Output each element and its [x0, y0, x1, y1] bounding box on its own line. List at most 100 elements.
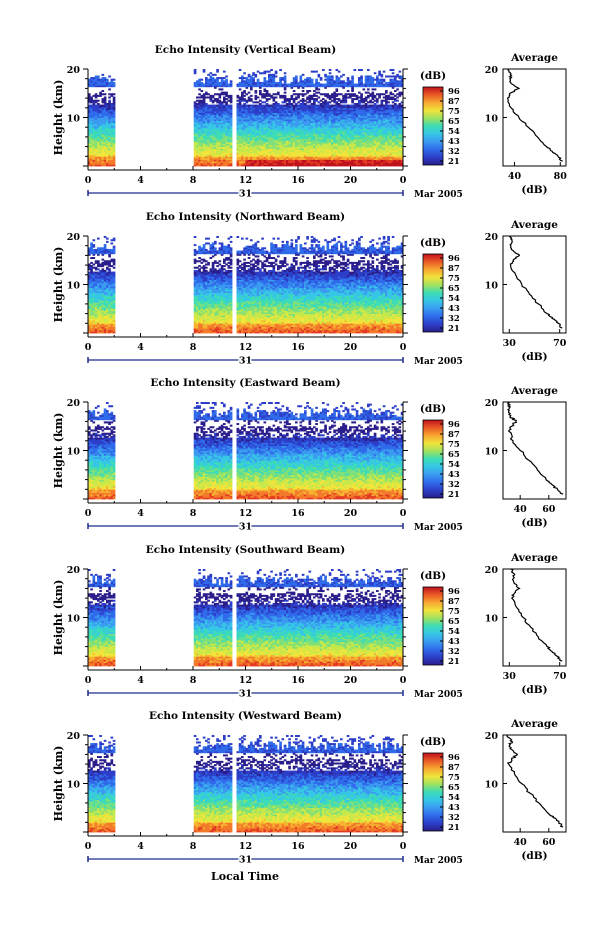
panel-1: Echo Intensity (Vertical Beam)1020Height… — [52, 44, 567, 200]
panel-title: Echo Intensity (Southward Beam) — [146, 544, 345, 556]
x-tick-label: 0 — [85, 675, 92, 686]
profile-x-tick-label: 60 — [542, 837, 556, 848]
profile-y-tick-label: 20 — [485, 731, 499, 742]
panel-5: Echo Intensity (Westward Beam)1020Height… — [52, 710, 566, 866]
y-tick-label: 10 — [67, 281, 81, 292]
profile-line — [507, 402, 563, 494]
x-tick-label: 4 — [137, 508, 144, 519]
profile-y-tick-label: 10 — [485, 114, 499, 125]
colorbar-tick-label: 43 — [448, 637, 460, 647]
x-tick-label: 0 — [85, 508, 92, 519]
x-tick-label: 0 — [400, 841, 407, 852]
y-tick-label: 20 — [67, 731, 81, 742]
profile-y-tick-label: 20 — [485, 232, 499, 243]
x-tick-label: 8 — [190, 841, 197, 852]
x-tick-label: 16 — [291, 675, 305, 686]
colorbar-tick-label: 43 — [448, 470, 460, 480]
x-tick-label: 16 — [291, 175, 305, 186]
echo-heatmap — [88, 402, 403, 499]
x-tick-label: 8 — [190, 342, 197, 353]
day-label: 31 — [239, 689, 252, 700]
x-tick-label: 12 — [239, 508, 252, 519]
x-tick-label: 20 — [344, 175, 358, 186]
y-tick-label: 10 — [67, 447, 81, 458]
colorbar-tick-label: 96 — [448, 254, 460, 264]
profile-x-tick-label: 70 — [553, 671, 567, 682]
profile-x-label: (dB) — [521, 517, 547, 529]
x-tick-label: 20 — [344, 841, 358, 852]
x-tick-label: 0 — [400, 175, 407, 186]
profile-line — [507, 735, 563, 827]
colorbar-tick-label: 54 — [448, 627, 460, 637]
date-label: Mar 2005 — [414, 357, 463, 367]
y-tick-label: 10 — [67, 780, 81, 791]
colorbar-tick-label: 21 — [448, 657, 460, 667]
colorbar-tick-label: 43 — [448, 803, 460, 813]
colorbar-tick-label: 87 — [448, 97, 460, 107]
profile-y-tick-label: 10 — [485, 281, 499, 292]
colorbar — [423, 254, 443, 332]
profile-x-label: (dB) — [521, 850, 547, 862]
profile-line — [508, 69, 563, 161]
x-tick-label: 20 — [344, 508, 358, 519]
colorbar-tick-label: 54 — [448, 793, 460, 803]
colorbar-tick-label: 54 — [448, 460, 460, 470]
x-tick-label: 8 — [190, 508, 197, 519]
colorbar-label: (dB) — [420, 70, 446, 82]
day-label: 31 — [239, 356, 252, 367]
colorbar-tick-label: 75 — [448, 773, 460, 783]
colorbar-tick-label: 65 — [448, 783, 460, 793]
colorbar-tick-label: 65 — [448, 617, 460, 627]
profile-x-tick-label: 40 — [508, 171, 522, 182]
profile-x-tick-label: 80 — [554, 171, 568, 182]
colorbar-tick-label: 32 — [448, 647, 460, 657]
colorbar-tick-label: 21 — [448, 823, 460, 833]
colorbar-tick-label: 75 — [448, 274, 460, 284]
profile-line — [509, 236, 562, 328]
colorbar-tick-label: 21 — [448, 324, 460, 334]
x-tick-label: 16 — [291, 841, 305, 852]
y-axis-label: Height (km) — [52, 80, 65, 156]
x-tick-label: 0 — [85, 175, 92, 186]
colorbar-tick-label: 87 — [448, 597, 460, 607]
profile-y-tick-label: 20 — [485, 565, 499, 576]
x-tick-label: 12 — [239, 342, 252, 353]
x-tick-label: 20 — [344, 675, 358, 686]
profile-x-tick-label: 30 — [503, 671, 517, 682]
day-label: 31 — [239, 855, 252, 866]
colorbar — [423, 420, 443, 498]
x-tick-label: 12 — [239, 841, 252, 852]
x-tick-label: 8 — [190, 675, 197, 686]
x-tick-label: 8 — [190, 175, 197, 186]
panel-3: Echo Intensity (Eastward Beam)1020Height… — [52, 377, 566, 533]
colorbar-tick-label: 96 — [448, 587, 460, 597]
day-label: 31 — [239, 189, 252, 200]
colorbar-tick-label: 65 — [448, 284, 460, 294]
x-tick-label: 0 — [85, 841, 92, 852]
profile-y-tick-label: 10 — [485, 780, 499, 791]
profile-title: Average — [510, 385, 558, 397]
x-tick-label: 4 — [137, 675, 144, 686]
profile-frame — [503, 69, 566, 166]
y-tick-label: 10 — [67, 114, 81, 125]
colorbar-tick-label: 65 — [448, 450, 460, 460]
date-label: Mar 2005 — [414, 190, 463, 200]
colorbar-tick-label: 96 — [448, 87, 460, 97]
profile-y-tick-label: 10 — [485, 447, 499, 458]
colorbar-tick-label: 75 — [448, 607, 460, 617]
panel-title: Echo Intensity (Eastward Beam) — [150, 377, 340, 389]
profile-frame — [503, 402, 566, 499]
profile-x-tick-label: 70 — [553, 338, 567, 349]
profile-frame — [503, 569, 566, 666]
profile-x-label: (dB) — [521, 351, 547, 363]
colorbar-label: (dB) — [420, 736, 446, 748]
profile-title: Average — [510, 52, 558, 64]
y-axis-label: Height (km) — [52, 746, 65, 822]
colorbar-tick-label: 43 — [448, 304, 460, 314]
y-axis-label: Height (km) — [52, 580, 65, 656]
profile-x-label: (dB) — [521, 184, 547, 196]
panel-2: Echo Intensity (Northward Beam)1020Heigh… — [52, 211, 567, 367]
date-label: Mar 2005 — [414, 690, 463, 700]
profile-title: Average — [510, 552, 558, 564]
